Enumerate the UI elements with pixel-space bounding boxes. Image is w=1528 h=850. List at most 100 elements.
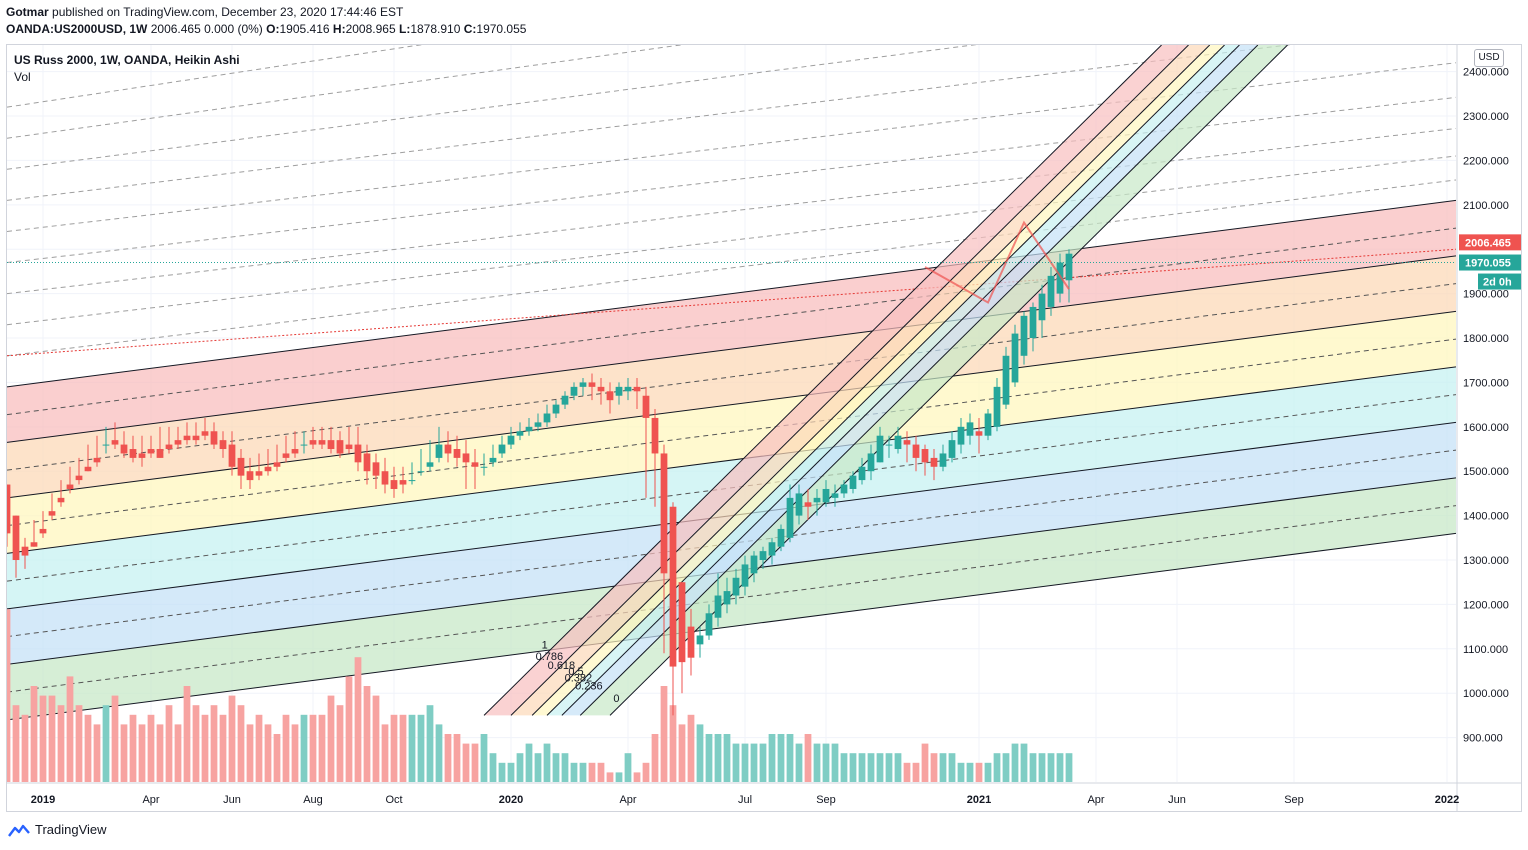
candle-body xyxy=(885,444,893,446)
candle-body xyxy=(984,413,992,436)
volume-bar xyxy=(525,743,533,782)
candle-body xyxy=(696,635,704,645)
candle-body xyxy=(507,435,515,445)
candle-body xyxy=(606,391,614,401)
volume-bar xyxy=(597,762,605,782)
candle-body xyxy=(966,422,974,436)
candle-body xyxy=(489,457,497,463)
volume-bar xyxy=(453,734,461,782)
candle-body xyxy=(183,435,191,441)
volume-bar xyxy=(129,714,137,782)
time-tick-label: Sep xyxy=(816,794,836,806)
price-tick-label: 1600.000 xyxy=(1463,422,1509,434)
volume-bar xyxy=(849,753,857,782)
candle-body xyxy=(678,582,686,663)
candle-body xyxy=(156,449,164,458)
volume-bar xyxy=(363,686,371,782)
candle-body xyxy=(651,417,659,454)
volume-bar xyxy=(939,753,947,782)
publisher-name[interactable]: Gotmar xyxy=(6,5,49,19)
candle-body xyxy=(399,480,407,485)
volume-bar xyxy=(66,676,74,782)
volume-bar xyxy=(516,753,524,782)
candle-body xyxy=(84,466,92,472)
volume-bar xyxy=(399,714,407,782)
candle-body xyxy=(93,457,101,463)
candle-body xyxy=(795,493,803,516)
volume-bar xyxy=(75,705,83,782)
volume-bar xyxy=(426,705,434,782)
volume-bar xyxy=(309,714,317,782)
volume-bar xyxy=(840,753,848,782)
channel-line xyxy=(7,310,1456,499)
candle-body xyxy=(1038,293,1046,321)
fib-level-label: 0.5 xyxy=(568,666,583,678)
candle-body xyxy=(579,382,587,387)
candle-body xyxy=(903,440,911,445)
volume-bar xyxy=(291,724,299,782)
candle-body xyxy=(165,444,173,450)
candle-body xyxy=(390,480,398,489)
volume-bar xyxy=(534,753,542,782)
volume-bar xyxy=(966,762,974,782)
candle-body xyxy=(930,457,938,467)
time-tick-label: Sep xyxy=(1284,794,1304,806)
candle-body xyxy=(309,440,317,445)
candle-body xyxy=(300,444,308,446)
candle-body xyxy=(345,444,353,450)
candle-body xyxy=(138,453,146,458)
volume-bar xyxy=(660,686,668,782)
fib-line xyxy=(609,45,1288,716)
publish-header: Gotmar published on TradingView.com, Dec… xyxy=(0,0,1528,40)
volume-bar xyxy=(138,724,146,782)
volume-bar xyxy=(462,743,470,782)
price-tick-label: 2300.000 xyxy=(1463,111,1509,123)
candle-body xyxy=(291,449,299,454)
close-value: 1970.055 xyxy=(476,22,527,36)
candle-body xyxy=(1047,275,1055,307)
candle-body xyxy=(192,435,200,441)
volume-bar xyxy=(894,753,902,782)
fib-line xyxy=(483,45,1162,716)
currency-button[interactable]: USD xyxy=(1474,49,1504,67)
candle-body xyxy=(282,453,290,458)
price-tick-label: 900.000 xyxy=(1463,733,1503,745)
channel-line xyxy=(7,199,1456,388)
volume-bar xyxy=(237,705,245,782)
volume-bar xyxy=(831,743,839,782)
volume-bar xyxy=(1029,753,1037,782)
fib-level-label: 0.618 xyxy=(548,660,576,672)
fib-band xyxy=(561,45,1258,716)
price-tick-label: 2200.000 xyxy=(1463,155,1509,167)
candle-body xyxy=(525,426,533,432)
candle-body xyxy=(255,471,263,476)
price-tick-label: 1200.000 xyxy=(1463,599,1509,611)
candle-body xyxy=(102,444,110,446)
volume-bar xyxy=(390,714,398,782)
volume-bar xyxy=(822,743,830,782)
candle-body xyxy=(858,466,866,481)
volume-bar xyxy=(201,714,209,782)
candle-body xyxy=(975,431,983,436)
volume-bar xyxy=(372,695,380,782)
volume-bar xyxy=(885,753,893,782)
candle-body xyxy=(498,444,506,454)
candle-body xyxy=(741,564,749,587)
volume-bar xyxy=(696,724,704,782)
volume-bar xyxy=(183,686,191,782)
legend-title: US Russ 2000, 1W, OANDA, Heikin Ashi xyxy=(14,53,240,67)
close-price-label: 1970.055 xyxy=(1465,258,1511,270)
volume-bar xyxy=(867,753,875,782)
volume-bar xyxy=(642,762,650,782)
candle-body xyxy=(1011,333,1019,383)
volume-bar xyxy=(741,743,749,782)
candle-body xyxy=(219,440,227,450)
low-label: L: xyxy=(398,22,411,36)
volume-bar xyxy=(111,695,119,782)
volume-bar xyxy=(669,705,677,782)
candle-body xyxy=(759,551,767,561)
price-tick-label: 1900.000 xyxy=(1463,289,1509,301)
volume-bar xyxy=(579,762,587,782)
candle-body xyxy=(417,471,425,473)
